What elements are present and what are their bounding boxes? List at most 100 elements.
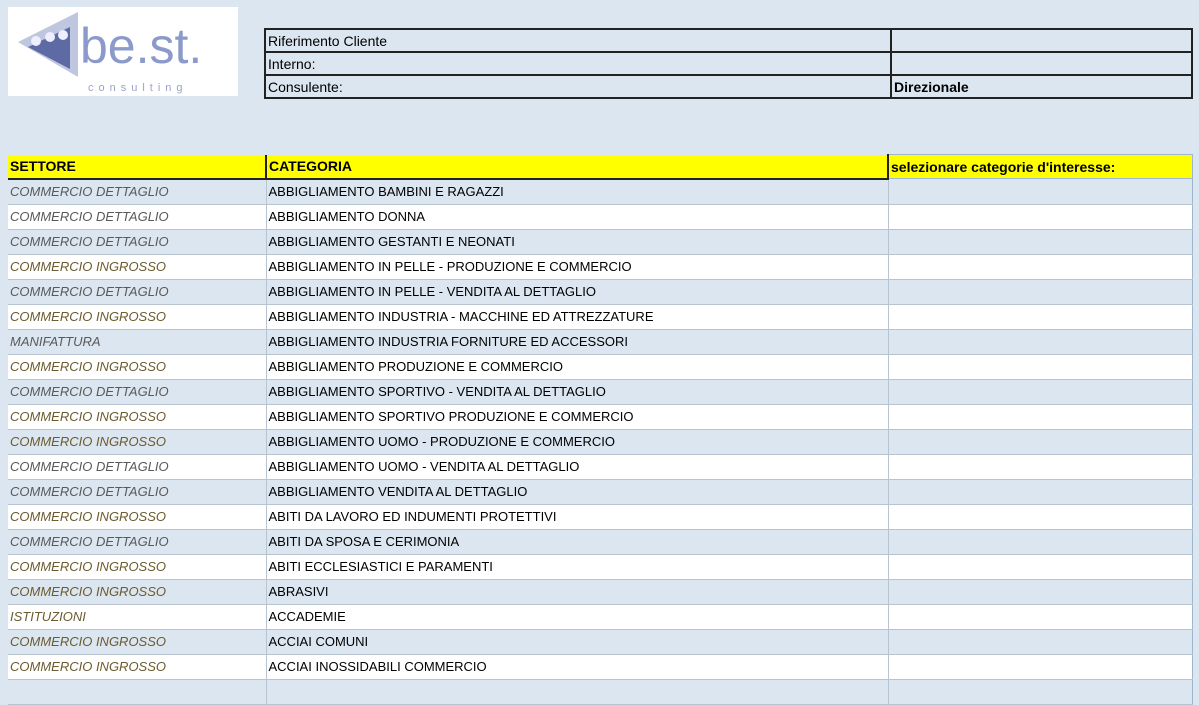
info-label: Consulente: xyxy=(264,74,892,99)
settore-cell: COMMERCIO INGROSSO xyxy=(8,404,267,430)
settore-cell: COMMERCIO INGROSSO xyxy=(8,554,267,580)
table-row: COMMERCIO INGROSSO ABBIGLIAMENTO PRODUZIO… xyxy=(8,354,1193,380)
selection-cell[interactable] xyxy=(887,279,1193,305)
categoria-cell: ABITI DA LAVORO ED INDUMENTI PROTETTIVI xyxy=(266,504,889,530)
categoria-cell: ABBIGLIAMENTO SPORTIVO - VENDITA AL DETT… xyxy=(266,379,889,405)
table-row: COMMERCIO DETTAGLIO ABBIGLIAMENTO SPORTIV… xyxy=(8,379,1193,405)
table-row: MANIFATTURA ABBIGLIAMENTO INDUSTRIA FORNI… xyxy=(8,329,1193,355)
info-value[interactable] xyxy=(890,28,1193,53)
best-consulting-logo: be.st. consulting xyxy=(8,7,238,96)
settore-cell: COMMERCIO INGROSSO xyxy=(8,579,267,605)
selection-cell[interactable] xyxy=(887,254,1193,280)
table-row: COMMERCIO INGROSSO ACCIAI INOSSIDABILI CO… xyxy=(8,654,1193,680)
table-row: COMMERCIO INGROSSO ABITI ECCLESIASTICI E … xyxy=(8,554,1193,580)
info-value[interactable] xyxy=(890,51,1193,76)
selection-cell[interactable] xyxy=(887,204,1193,230)
selection-cell[interactable] xyxy=(887,178,1193,205)
selection-cell[interactable] xyxy=(887,429,1193,455)
selection-cell[interactable] xyxy=(887,454,1193,480)
info-label: Interno: xyxy=(264,51,892,76)
selection-cell[interactable] xyxy=(887,604,1193,630)
table-row: COMMERCIO DETTAGLIO ABBIGLIAMENTO UOMO - … xyxy=(8,454,1193,480)
categoria-cell: ABBIGLIAMENTO GESTANTI E NEONATI xyxy=(266,229,889,255)
categoria-cell: ABBIGLIAMENTO UOMO - VENDITA AL DETTAGLI… xyxy=(266,454,889,480)
categoria-cell: ABRASIVI xyxy=(266,579,889,605)
header-settore: SETTORE xyxy=(8,154,267,180)
categoria-cell: ABBIGLIAMENTO INDUSTRIA - MACCHINE ED AT… xyxy=(266,304,889,330)
categoria-cell: ABBIGLIAMENTO UOMO - PRODUZIONE E COMMER… xyxy=(266,429,889,455)
categoria-cell: ABBIGLIAMENTO IN PELLE - PRODUZIONE E CO… xyxy=(266,254,889,280)
settore-cell: COMMERCIO INGROSSO xyxy=(8,254,267,280)
settore-cell: COMMERCIO DETTAGLIO xyxy=(8,279,267,305)
selection-cell[interactable] xyxy=(887,379,1193,405)
categoria-cell: ACCADEMIE xyxy=(266,604,889,630)
logo-subtext: consulting xyxy=(88,82,188,94)
table-row: COMMERCIO DETTAGLIO ABBIGLIAMENTO DONNA xyxy=(8,204,1193,230)
selection-cell[interactable] xyxy=(887,554,1193,580)
table-row: COMMERCIO DETTAGLIO ABITI DA SPOSA E CERI… xyxy=(8,529,1193,555)
categoria-cell xyxy=(266,679,889,705)
categoria-cell: ABITI DA SPOSA E CERIMONIA xyxy=(266,529,889,555)
settore-cell xyxy=(8,679,267,705)
table-row: COMMERCIO DETTAGLIO ABBIGLIAMENTO BAMBINI… xyxy=(8,178,1193,205)
settore-cell: ISTITUZIONI xyxy=(8,604,267,630)
table-row xyxy=(8,679,1193,705)
info-label: Riferimento Cliente xyxy=(264,28,892,53)
settore-cell: COMMERCIO DETTAGLIO xyxy=(8,178,267,205)
selection-cell[interactable] xyxy=(887,404,1193,430)
categoria-cell: ABBIGLIAMENTO IN PELLE - VENDITA AL DETT… xyxy=(266,279,889,305)
settore-cell: COMMERCIO DETTAGLIO xyxy=(8,529,267,555)
selection-cell[interactable] xyxy=(887,654,1193,680)
info-value[interactable]: Direzionale xyxy=(890,74,1193,99)
settore-cell: COMMERCIO DETTAGLIO xyxy=(8,454,267,480)
info-row: Interno: xyxy=(264,51,1193,76)
settore-cell: COMMERCIO DETTAGLIO xyxy=(8,204,267,230)
table-row: COMMERCIO INGROSSO ABBIGLIAMENTO INDUSTRI… xyxy=(8,304,1193,330)
selection-cell[interactable] xyxy=(887,629,1193,655)
settore-cell: COMMERCIO DETTAGLIO xyxy=(8,479,267,505)
settore-cell: COMMERCIO DETTAGLIO xyxy=(8,379,267,405)
client-info-table: Riferimento Cliente Interno: Consulente:… xyxy=(264,28,1193,99)
categoria-cell: ABBIGLIAMENTO VENDITA AL DETTAGLIO xyxy=(266,479,889,505)
categoria-cell: ABITI ECCLESIASTICI E PARAMENTI xyxy=(266,554,889,580)
selection-cell[interactable] xyxy=(887,679,1193,705)
table-row: COMMERCIO INGROSSO ABITI DA LAVORO ED IND… xyxy=(8,504,1193,530)
table-row: COMMERCIO INGROSSO ABBIGLIAMENTO IN PELLE… xyxy=(8,254,1193,280)
settore-cell: COMMERCIO INGROSSO xyxy=(8,304,267,330)
categories-table: SETTORE CATEGORIA selezionare categorie … xyxy=(8,154,1193,705)
settore-cell: COMMERCIO INGROSSO xyxy=(8,629,267,655)
settore-cell: COMMERCIO INGROSSO xyxy=(8,504,267,530)
selection-cell[interactable] xyxy=(887,329,1193,355)
selection-cell[interactable] xyxy=(887,529,1193,555)
info-row: Riferimento Cliente xyxy=(264,28,1193,53)
categoria-cell: ABBIGLIAMENTO PRODUZIONE E COMMERCIO xyxy=(266,354,889,380)
categoria-cell: ABBIGLIAMENTO SPORTIVO PRODUZIONE E COMM… xyxy=(266,404,889,430)
settore-cell: MANIFATTURA xyxy=(8,329,267,355)
categoria-cell: ACCIAI COMUNI xyxy=(266,629,889,655)
info-row: Consulente: Direzionale xyxy=(264,74,1193,99)
header-row: SETTORE CATEGORIA selezionare categorie … xyxy=(8,154,1193,180)
table-row: COMMERCIO INGROSSO ABBIGLIAMENTO SPORTIVO… xyxy=(8,404,1193,430)
selection-cell[interactable] xyxy=(887,354,1193,380)
categoria-cell: ABBIGLIAMENTO BAMBINI E RAGAZZI xyxy=(266,178,889,205)
table-row: COMMERCIO INGROSSO ABRASIVI xyxy=(8,579,1193,605)
table-row: COMMERCIO INGROSSO ABBIGLIAMENTO UOMO - P… xyxy=(8,429,1193,455)
table-row: COMMERCIO DETTAGLIO ABBIGLIAMENTO IN PELL… xyxy=(8,279,1193,305)
table-row: COMMERCIO INGROSSO ACCIAI COMUNI xyxy=(8,629,1193,655)
table-row: COMMERCIO DETTAGLIO ABBIGLIAMENTO VENDITA… xyxy=(8,479,1193,505)
categoria-cell: ABBIGLIAMENTO INDUSTRIA FORNITURE ED ACC… xyxy=(266,329,889,355)
settore-cell: COMMERCIO INGROSSO xyxy=(8,654,267,680)
selection-cell[interactable] xyxy=(887,479,1193,505)
selection-cell[interactable] xyxy=(887,504,1193,530)
selection-cell[interactable] xyxy=(887,304,1193,330)
table-row: COMMERCIO DETTAGLIO ABBIGLIAMENTO GESTANT… xyxy=(8,229,1193,255)
categoria-cell: ABBIGLIAMENTO DONNA xyxy=(266,204,889,230)
logo-text: be.st. xyxy=(80,18,202,74)
header-selezione: selezionare categorie d'interesse: xyxy=(888,154,1193,179)
settore-cell: COMMERCIO INGROSSO xyxy=(8,354,267,380)
selection-cell[interactable] xyxy=(887,229,1193,255)
header-categoria: CATEGORIA xyxy=(266,154,889,180)
settore-cell: COMMERCIO DETTAGLIO xyxy=(8,229,267,255)
table-row: ISTITUZIONI ACCADEMIE xyxy=(8,604,1193,630)
selection-cell[interactable] xyxy=(887,579,1193,605)
